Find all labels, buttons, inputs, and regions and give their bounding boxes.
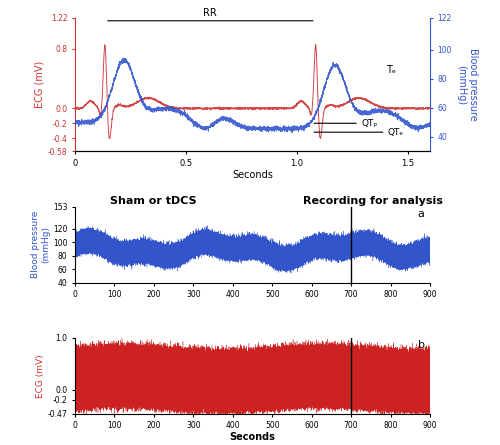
- Text: Sham or tDCS: Sham or tDCS: [110, 196, 196, 206]
- Text: Recording for analysis: Recording for analysis: [304, 196, 443, 206]
- Y-axis label: Blood pressure
(mmHg): Blood pressure (mmHg): [456, 48, 478, 121]
- X-axis label: Seconds: Seconds: [230, 432, 276, 442]
- Text: QTₑ: QTₑ: [388, 128, 404, 137]
- Y-axis label: ECG (mV): ECG (mV): [35, 61, 45, 108]
- Text: a: a: [418, 209, 424, 219]
- Text: Tₑ: Tₑ: [386, 65, 396, 75]
- Y-axis label: ECG (mV): ECG (mV): [36, 354, 45, 398]
- Y-axis label: Blood pressure
(mmHg): Blood pressure (mmHg): [30, 211, 50, 279]
- Text: b: b: [418, 340, 424, 350]
- X-axis label: Seconds: Seconds: [232, 170, 273, 179]
- Text: RR: RR: [204, 8, 217, 18]
- Text: QTₚ: QTₚ: [361, 119, 378, 128]
